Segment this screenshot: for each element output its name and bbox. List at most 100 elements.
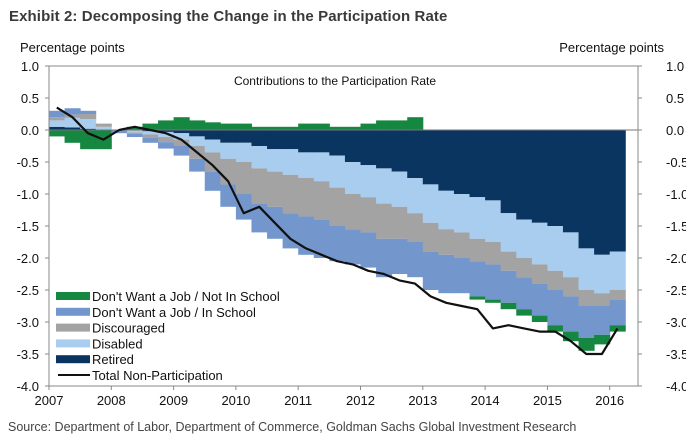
bar-segment (251, 126, 268, 130)
bar-segment (158, 137, 175, 143)
bar-segment (298, 178, 315, 217)
legend-label: Disabled (92, 336, 143, 351)
legend-swatch (56, 355, 90, 364)
bar-segment (80, 114, 97, 120)
bar-segment (235, 130, 252, 143)
x-tick-label: 2009 (159, 393, 188, 408)
bar-segment (189, 120, 206, 130)
bar-segment (64, 127, 81, 130)
bar-segment (391, 171, 408, 207)
x-tick-label: 2007 (35, 393, 64, 408)
bar-segment (516, 130, 533, 220)
bar-segment (469, 261, 486, 297)
bar-segment (500, 251, 517, 271)
bar-segment (251, 146, 268, 169)
bar-segment (516, 277, 533, 310)
bar-segment (126, 130, 143, 133)
bar-segment (220, 142, 237, 159)
y-tick-label-left: 0.0 (21, 123, 39, 138)
bar-segment (453, 232, 471, 258)
bar-segment (49, 117, 66, 121)
bar-segment (126, 132, 143, 134)
legend-label: Total Non-Participation (92, 368, 223, 383)
bar-segment (438, 130, 455, 191)
y-tick-label-right: -2.0 (666, 251, 686, 266)
bar-segment (609, 130, 626, 252)
legend-swatch (56, 323, 90, 332)
bar-segment (204, 130, 221, 140)
bar-segment (531, 130, 548, 223)
bar-segment (594, 254, 611, 294)
bar-segment (142, 134, 159, 138)
bar-segment (282, 149, 299, 175)
bar-segment (329, 226, 346, 262)
bar-segment (80, 119, 97, 129)
bar-segment (500, 302, 517, 310)
x-tick-label: 2013 (408, 393, 437, 408)
legend-label: Discouraged (92, 321, 165, 336)
bar-segment (485, 242, 502, 265)
bar-segment (547, 130, 564, 226)
bar-segment (531, 264, 548, 284)
bar-segment (220, 130, 237, 143)
legend-swatch (56, 292, 90, 300)
bar-segment (453, 194, 471, 233)
bar-segment (578, 130, 595, 249)
bar-segment (391, 130, 408, 172)
bar-segment (609, 299, 626, 326)
bar-segment (344, 194, 361, 230)
bar-segment (438, 190, 455, 230)
bar-segment (173, 146, 190, 156)
bar-segment (609, 325, 626, 332)
bar-segment (360, 123, 377, 130)
bar-segment (267, 149, 284, 172)
x-tick-label: 2008 (97, 393, 126, 408)
bar-segment (251, 130, 268, 146)
y-tick-label-right: -3.5 (666, 347, 686, 362)
bar-segment (485, 264, 502, 300)
bar-segment (189, 136, 206, 146)
bar-segment (376, 168, 393, 204)
bar-segment (329, 130, 346, 156)
bar-segment (562, 277, 580, 297)
bar-segment (344, 229, 361, 265)
bar-segment (344, 130, 361, 162)
bar-segment (609, 290, 626, 300)
bar-segment (282, 126, 299, 130)
bar-segment (453, 130, 471, 194)
bar-segment (407, 242, 424, 278)
bar-segment (594, 130, 611, 255)
bar-segment (49, 130, 66, 137)
y-tick-label-left: -1.0 (17, 187, 39, 202)
bar-segment (407, 213, 424, 242)
bar-segment (126, 126, 143, 130)
y-tick-label-right: -1.5 (666, 219, 686, 234)
bar-segment (376, 120, 393, 130)
source-note: Source: Department of Labor, Department … (8, 420, 577, 434)
bar-segment (407, 178, 424, 214)
bar-segment (531, 222, 548, 265)
bar-segment (267, 126, 284, 130)
bar-segment (80, 128, 97, 130)
y-tick-label-right: 1.0 (666, 59, 684, 74)
bar-segment (173, 130, 190, 134)
bar-segment (578, 306, 595, 338)
bar-segment (49, 126, 66, 130)
bar-segment (329, 187, 346, 226)
bar-segment (142, 123, 159, 130)
bar-segment (531, 283, 548, 316)
bar-segment (516, 258, 533, 278)
bar-segment (220, 123, 237, 130)
bar-segment (453, 258, 471, 294)
bar-segment (376, 238, 393, 278)
bar-segment (469, 197, 486, 239)
y-tick-label-right: 0.0 (666, 123, 684, 138)
y-tick-label-right: -1.0 (666, 187, 686, 202)
bar-segment (64, 108, 81, 115)
bar-segment (407, 117, 424, 130)
bar-segment (235, 142, 252, 162)
y-tick-label-left: -2.0 (17, 251, 39, 266)
bar-segment (313, 130, 330, 153)
bar-segment (516, 219, 533, 258)
